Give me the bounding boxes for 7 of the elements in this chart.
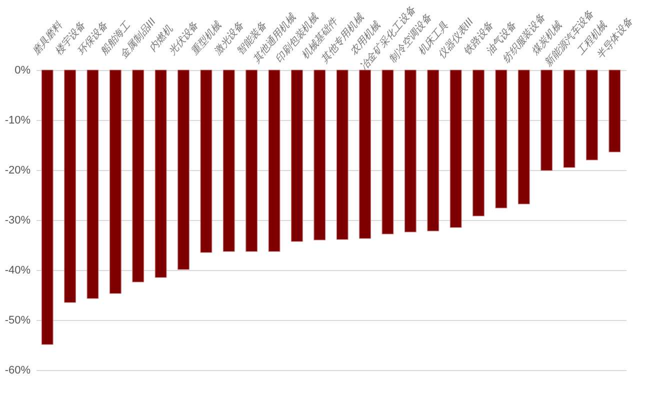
y-tick-label: -10% (4, 114, 31, 126)
y-tick-label: -30% (4, 214, 31, 226)
y-tick-label: -20% (4, 164, 31, 176)
y-tick-label: 0% (14, 64, 31, 76)
y-tick-label: -60% (4, 364, 31, 376)
y-tick-label: -40% (4, 264, 31, 276)
y-tick-label: -50% (4, 314, 31, 326)
